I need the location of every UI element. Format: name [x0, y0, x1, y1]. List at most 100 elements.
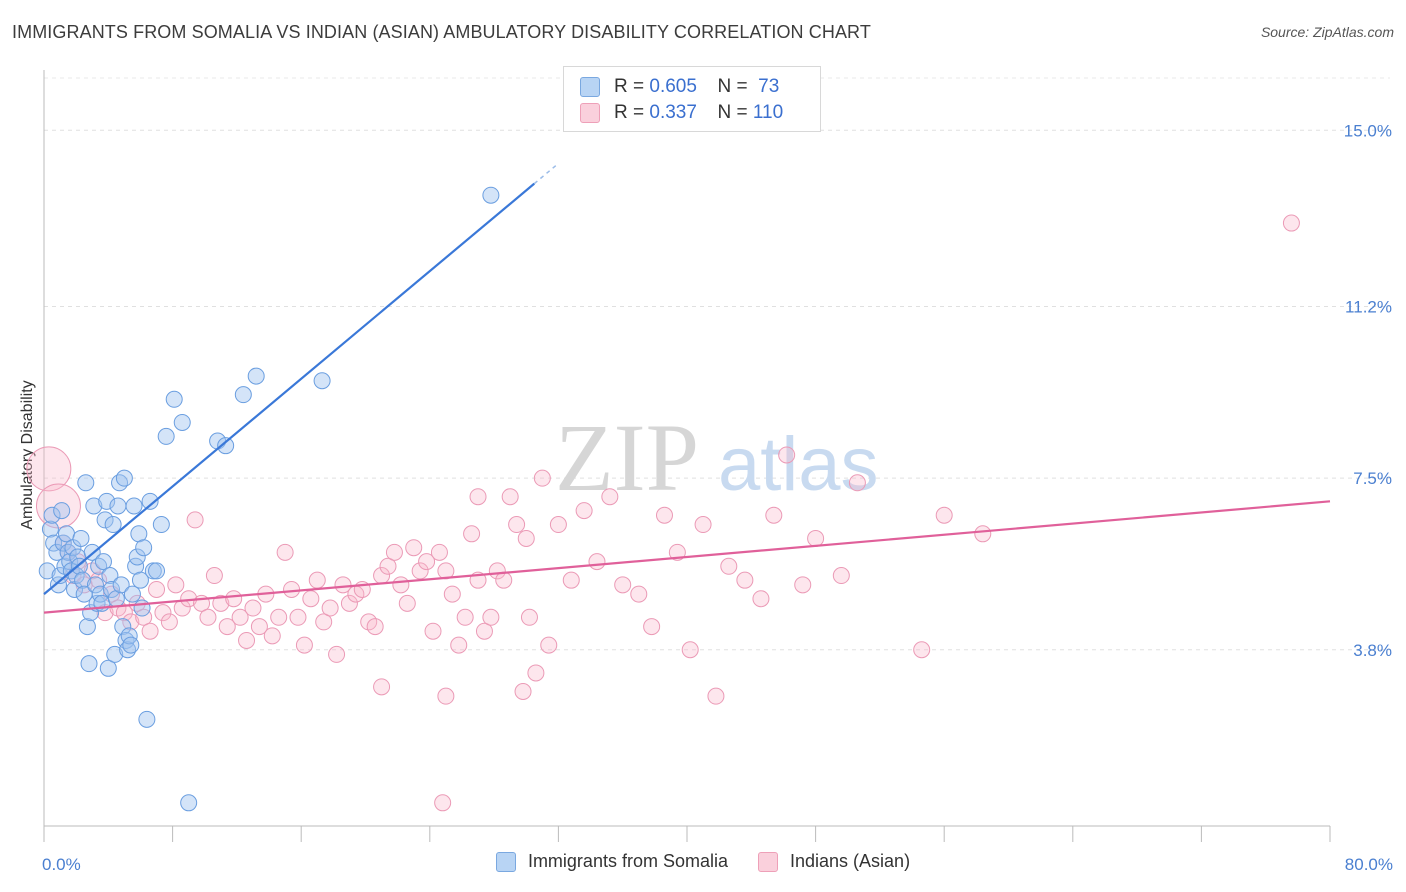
y-tick-label: 3.8% [1353, 641, 1392, 660]
indian-point [141, 622, 159, 640]
source-label: Source: ZipAtlas.com [1260, 24, 1394, 40]
indian-point [418, 553, 436, 571]
indian-point [212, 594, 230, 612]
indian-point [601, 488, 619, 506]
somalia-point [86, 576, 104, 594]
indian-point [1282, 214, 1300, 232]
indian-point [540, 636, 558, 654]
indian-point [398, 594, 416, 612]
indian-point [379, 557, 397, 575]
legend-swatch-somalia [580, 77, 600, 97]
indian-point [575, 502, 593, 520]
indian-point [794, 576, 812, 594]
y-tick-label: 7.5% [1353, 469, 1392, 488]
indian-point [405, 539, 423, 557]
indian-point [668, 543, 686, 561]
somalia-point [96, 511, 114, 529]
indian-point [450, 636, 468, 654]
indian-point [508, 516, 526, 534]
somalia-point [109, 497, 127, 515]
indian-point [562, 571, 580, 589]
indian-point [160, 613, 178, 631]
somalia-point [313, 372, 331, 390]
watermark-atlas: atlas [718, 422, 879, 507]
tick-labels: 3.8% 7.5% 11.2% 15.0% 0.0% 80.0% [42, 121, 1393, 874]
x-tick-label-max: 80.0% [1345, 855, 1393, 874]
indian-trend-line [43, 500, 1331, 614]
somalia-point [148, 562, 166, 580]
indian-point [276, 543, 294, 561]
legend-n-label: N = [717, 102, 748, 123]
somalia-point [180, 794, 198, 812]
somalia-point [157, 427, 175, 445]
indian-point [186, 511, 204, 529]
somalia-trend-line [43, 182, 535, 595]
indian-point [424, 622, 442, 640]
somalia-point [152, 516, 170, 534]
indian-point [630, 585, 648, 603]
indian-point [475, 622, 493, 640]
somalia-point [77, 474, 95, 492]
somalia-point [173, 413, 191, 431]
indian-point [614, 576, 632, 594]
somalia-point [101, 567, 119, 585]
indian-point [514, 682, 532, 700]
indian-point [765, 506, 783, 524]
somalia-point [122, 636, 140, 654]
y-tick-label: 11.2% [1345, 298, 1392, 317]
indian-point [482, 608, 500, 626]
indian-point [848, 474, 866, 492]
somalia-point [141, 492, 159, 510]
axes [43, 70, 1331, 842]
somalia-point [80, 655, 98, 673]
series-legend-somalia: Immigrants from Somalia [495, 851, 728, 872]
somalia-point [98, 492, 116, 510]
legend-r-value: 0.337 [649, 102, 697, 123]
indian-point [199, 608, 217, 626]
indian-point [974, 525, 992, 543]
somalia-point [54, 534, 72, 552]
somalia-point [104, 516, 122, 534]
somalia-point [165, 390, 183, 408]
indian-point [250, 618, 268, 636]
somalia-point [43, 506, 61, 524]
somalia-point [78, 618, 96, 636]
series-label-indian: Indians (Asian) [790, 851, 911, 871]
indian-point [263, 627, 281, 645]
somalia-point [119, 641, 137, 659]
somalia-point [106, 645, 124, 663]
indian-point [488, 562, 506, 580]
indian-point [334, 576, 352, 594]
somalia-point [115, 469, 133, 487]
indian-points [26, 214, 1300, 812]
indian-point [913, 641, 931, 659]
indian-point [935, 506, 953, 524]
indian-point [154, 604, 172, 622]
indian-point [283, 580, 301, 598]
chart-title: IMMIGRANTS FROM SOMALIA VS INDIAN (ASIAN… [12, 22, 871, 42]
indian-point [238, 631, 256, 649]
indian-point [655, 506, 673, 524]
somalia-point [123, 585, 141, 603]
legend-r-value: 0.605 [649, 76, 697, 97]
somalia-point [94, 553, 112, 571]
indian-point [205, 567, 223, 585]
gridlines [44, 77, 1390, 651]
somalia-point [128, 548, 146, 566]
somalia-point [234, 386, 252, 404]
indian-point [681, 641, 699, 659]
indian-point [225, 590, 243, 608]
somalia-trend-extension [533, 162, 559, 185]
indian-point [588, 553, 606, 571]
somalia-point [131, 571, 149, 589]
somalia-point [74, 571, 92, 589]
indian-point [517, 529, 535, 547]
legend-row-somalia: R = 0.605 N = 73 [580, 75, 779, 99]
somalia-point [99, 659, 117, 677]
indian-point [807, 529, 825, 547]
indian-point [167, 576, 185, 594]
indian-point [340, 594, 358, 612]
indian-point [411, 562, 429, 580]
indian-point [385, 543, 403, 561]
